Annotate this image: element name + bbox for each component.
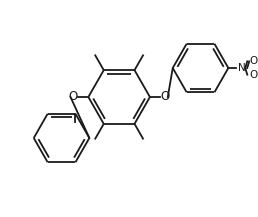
Text: O: O: [160, 90, 170, 104]
Text: O: O: [249, 70, 257, 80]
Text: N: N: [238, 63, 246, 73]
Text: O: O: [249, 56, 257, 66]
Text: O: O: [69, 90, 78, 104]
